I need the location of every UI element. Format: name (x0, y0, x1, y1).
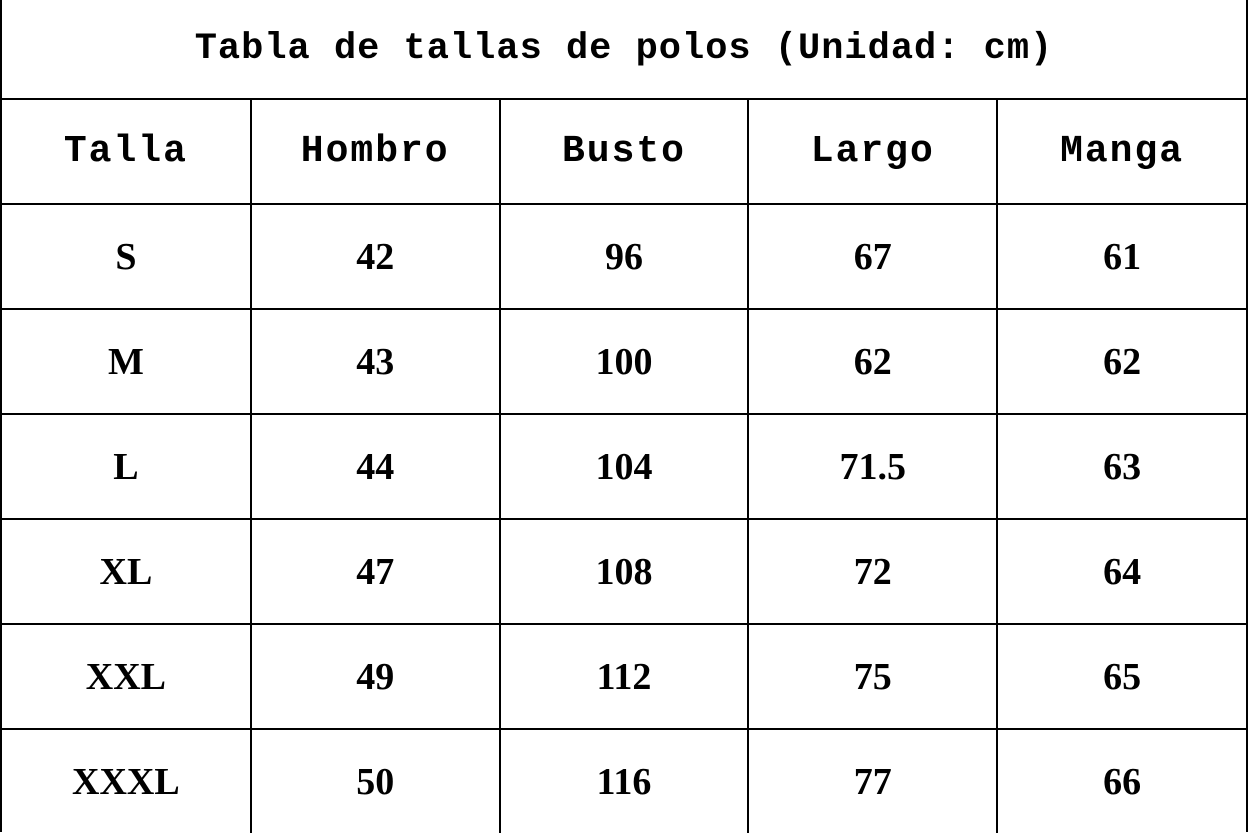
cell-largo: 71.5 (747, 413, 999, 520)
cell-largo: 72 (747, 518, 999, 625)
column-header-largo: Largo (747, 100, 999, 205)
cell-hombro: 50 (249, 728, 501, 833)
cell-largo: 77 (747, 728, 999, 833)
table-row: L 44 104 71.5 63 (2, 413, 1246, 520)
cell-manga: 65 (996, 623, 1246, 730)
table-row: XXXL 50 116 77 66 (2, 728, 1246, 833)
cell-hombro: 44 (249, 413, 501, 520)
cell-busto: 112 (498, 623, 750, 730)
cell-busto: 104 (498, 413, 750, 520)
column-header-manga: Manga (996, 100, 1246, 205)
cell-manga: 64 (996, 518, 1246, 625)
cell-busto: 108 (498, 518, 750, 625)
table-row: S 42 96 67 61 (2, 203, 1246, 310)
cell-manga: 66 (996, 728, 1246, 833)
cell-talla: S (2, 203, 252, 310)
cell-largo: 75 (747, 623, 999, 730)
cell-talla: XXXL (2, 728, 252, 833)
cell-talla: XL (2, 518, 252, 625)
cell-hombro: 47 (249, 518, 501, 625)
table-row: M 43 100 62 62 (2, 308, 1246, 415)
table-row: XXL 49 112 75 65 (2, 623, 1246, 730)
table-row: XL 47 108 72 64 (2, 518, 1246, 625)
cell-busto: 96 (498, 203, 750, 310)
table-title: Tabla de tallas de polos (Unidad: cm) (2, 0, 1246, 100)
cell-hombro: 42 (249, 203, 501, 310)
column-header-busto: Busto (498, 100, 750, 205)
header-row: Talla Hombro Busto Largo Manga (2, 100, 1246, 205)
cell-talla: XXL (2, 623, 252, 730)
cell-hombro: 43 (249, 308, 501, 415)
cell-largo: 62 (747, 308, 999, 415)
cell-busto: 100 (498, 308, 750, 415)
cell-talla: L (2, 413, 252, 520)
cell-talla: M (2, 308, 252, 415)
column-header-talla: Talla (2, 100, 252, 205)
cell-manga: 63 (996, 413, 1246, 520)
cell-manga: 61 (996, 203, 1246, 310)
cell-manga: 62 (996, 308, 1246, 415)
cell-hombro: 49 (249, 623, 501, 730)
cell-busto: 116 (498, 728, 750, 833)
size-table: Talla Hombro Busto Largo Manga S 42 96 67 61 M 43 1… (2, 100, 1246, 833)
column-header-hombro: Hombro (249, 100, 501, 205)
cell-largo: 67 (747, 203, 999, 310)
